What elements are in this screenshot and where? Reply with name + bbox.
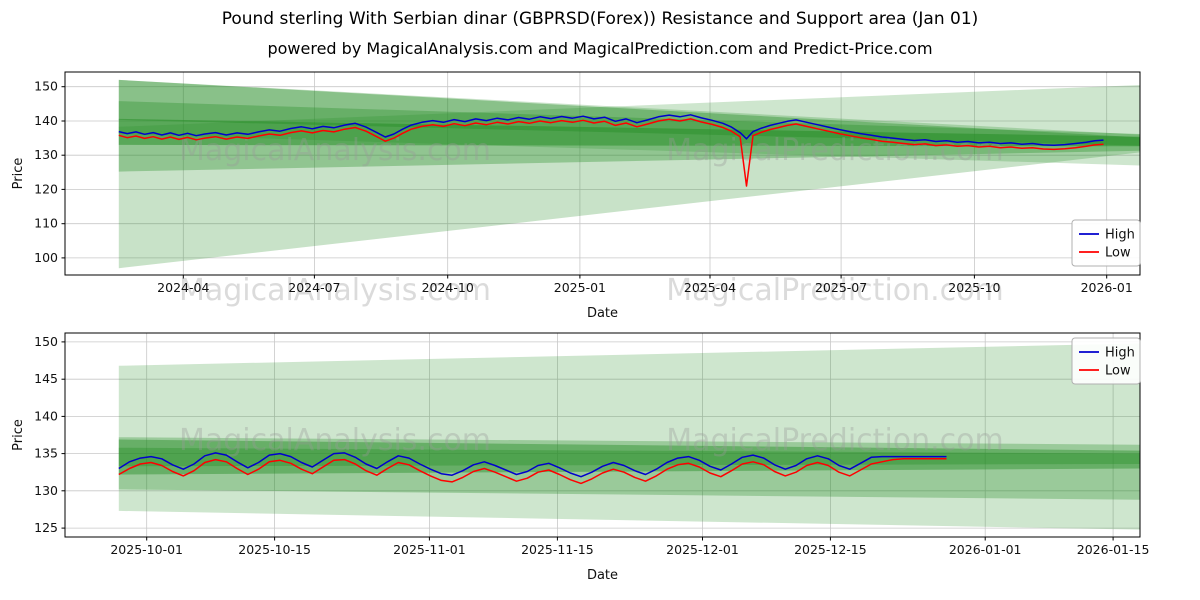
y-tick-label: 150 (34, 79, 58, 94)
x-axis-label: Date (587, 306, 618, 321)
x-tick-label: 2026-01-01 (949, 542, 1022, 557)
x-tick-label: 2025-04 (684, 280, 736, 295)
x-tick-label: 2025-01 (554, 280, 606, 295)
y-tick-label: 125 (34, 520, 58, 535)
y-tick-label: 145 (34, 371, 58, 386)
x-tick-label: 2025-12-01 (666, 542, 739, 557)
legend-high-label: High (1105, 346, 1135, 361)
y-tick-label: 130 (34, 483, 58, 498)
figure-title: Pound sterling With Serbian dinar (GBPRS… (221, 9, 979, 29)
x-axis-label: Date (587, 568, 618, 583)
legend-high-label: High (1105, 228, 1135, 243)
x-tick-label: 2025-10-01 (110, 542, 183, 557)
bottom-chart: MagicalAnalysis.com MagicalPrediction.com… (11, 332, 1150, 583)
legend-low-label: Low (1105, 364, 1131, 379)
support-resistance-band (118, 439, 1140, 475)
y-tick-label: 135 (34, 446, 58, 461)
x-tick-label: 2026-01 (1081, 280, 1133, 295)
y-axis-label: Price (11, 419, 26, 451)
watermark-prediction: MagicalPrediction.com (666, 423, 1004, 458)
support-resistance-band (118, 118, 1140, 147)
legend-low-label: Low (1105, 246, 1131, 261)
watermark-analysis: MagicalAnalysis.com (179, 423, 491, 458)
support-resistance-band (118, 79, 1140, 146)
y-tick-label: 140 (34, 408, 58, 423)
y-tick-label: 150 (34, 334, 58, 349)
x-tick-label: 2025-11-01 (393, 542, 466, 557)
y-tick-label: 120 (34, 181, 58, 196)
plot-border (64, 71, 1141, 276)
x-tick-label: 2025-11-15 (521, 542, 594, 557)
y-tick-label: 140 (34, 113, 58, 128)
y-tick-label: 100 (34, 250, 58, 265)
x-tick-label: 2024-04 (157, 280, 209, 295)
x-tick-label: 2025-10 (948, 280, 1000, 295)
watermark-prediction: MagicalPrediction.com (666, 273, 1004, 308)
watermark-analysis: MagicalAnalysis.com (179, 273, 491, 308)
low-line (118, 458, 947, 485)
x-tick-label: 2025-10-15 (238, 542, 311, 557)
x-tick-label: 2026-01-15 (1077, 542, 1150, 557)
legend: High Low (1071, 337, 1141, 385)
high-line (118, 452, 947, 478)
watermark-prediction: MagicalPrediction.com (666, 133, 1004, 168)
plot-border (64, 332, 1141, 538)
x-tick-label: 2025-12-15 (794, 542, 867, 557)
legend: High Low (1071, 219, 1141, 267)
high-line (118, 114, 1104, 147)
support-resistance-band (118, 343, 1140, 530)
x-tick-label: 2024-10 (422, 280, 474, 295)
x-tick-label: 2025-07 (815, 280, 867, 295)
y-tick-label: 110 (34, 216, 58, 231)
y-tick-label: 130 (34, 147, 58, 162)
y-axis-label: Price (11, 158, 26, 190)
x-tick-label: 2024-07 (288, 280, 340, 295)
low-line (118, 118, 1104, 187)
figure-subtitle: powered by MagicalAnalysis.com and Magic… (267, 39, 933, 58)
top-chart: MagicalAnalysis.com MagicalPrediction.com… (11, 71, 1141, 321)
